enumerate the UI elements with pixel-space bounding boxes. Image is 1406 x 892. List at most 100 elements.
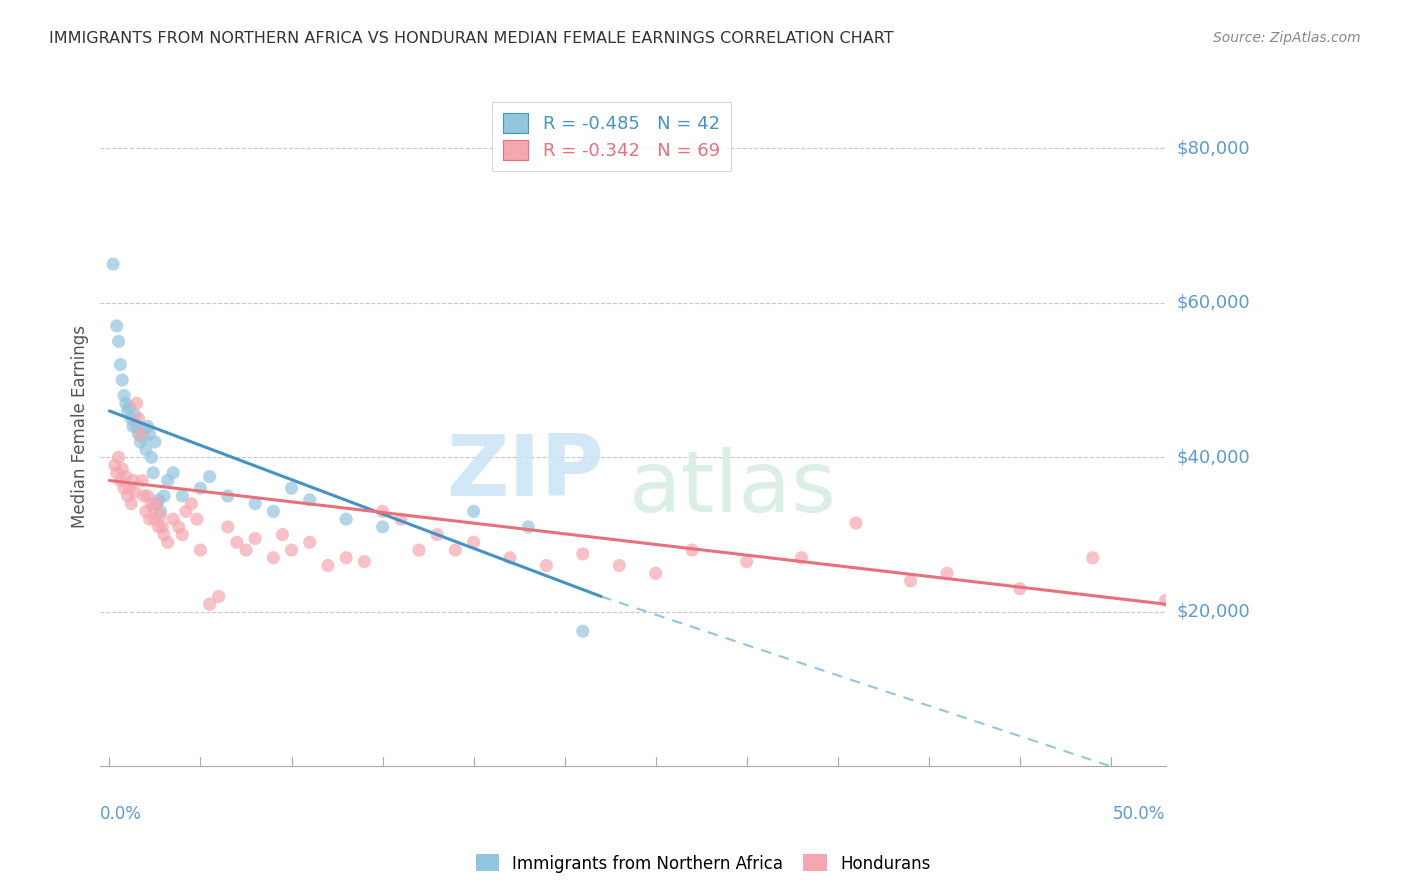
Point [180,497,202,511]
Y-axis label: Median Female Earnings: Median Female Earnings [72,325,89,528]
Point [122,474,145,488]
Point [607,558,630,573]
Point [110,358,132,372]
Point [262,504,284,518]
Point [124,485,146,500]
Point [149,504,172,518]
Point [1154,593,1177,607]
Point [112,481,135,495]
Text: $80,000: $80,000 [1177,139,1250,157]
Point [117,489,139,503]
Point [353,555,375,569]
Point [129,434,152,449]
Point [186,512,208,526]
Point [426,527,449,541]
Point [148,520,170,534]
Point [104,458,127,472]
Point [790,550,813,565]
Point [141,497,163,511]
Point [115,396,138,410]
Point [226,535,249,549]
Point [172,527,194,541]
Point [135,504,157,518]
Point [371,520,394,534]
Point [644,566,666,581]
Text: $40,000: $40,000 [1177,449,1250,467]
Point [118,481,141,495]
Point [172,489,194,503]
Point [135,442,157,457]
Point [110,474,132,488]
Point [146,497,169,511]
Point [499,550,522,565]
Point [335,550,357,565]
Point [167,520,190,534]
Text: IMMIGRANTS FROM NORTHERN AFRICA VS HONDURAN MEDIAN FEMALE EARNINGS CORRELATION C: IMMIGRANTS FROM NORTHERN AFRICA VS HONDU… [49,31,894,46]
Point [148,492,170,507]
Legend: Immigrants from Northern Africa, Hondurans: Immigrants from Northern Africa, Hondura… [470,847,936,880]
Text: 0.0%: 0.0% [100,805,142,823]
Point [280,543,302,558]
Point [156,474,179,488]
Point [735,555,758,569]
Point [681,543,703,558]
Point [118,400,141,414]
Point [146,497,169,511]
Point [271,527,294,541]
Point [153,527,176,541]
Text: ZIP: ZIP [446,431,605,515]
Point [572,624,595,639]
Point [517,520,540,534]
Point [136,489,159,503]
Point [235,543,257,558]
Point [105,318,128,333]
Point [1081,550,1104,565]
Point [316,558,339,573]
Point [105,466,128,480]
Text: 50.0%: 50.0% [1114,805,1166,823]
Point [389,512,412,526]
Point [153,489,176,503]
Point [112,388,135,402]
Point [131,423,153,437]
Point [217,520,239,534]
Point [371,504,394,518]
Point [845,516,868,530]
Point [115,469,138,483]
Point [572,547,595,561]
Point [124,408,146,422]
Point [101,257,124,271]
Point [1008,582,1031,596]
Point [936,566,959,581]
Point [107,334,129,349]
Point [132,431,155,445]
Point [262,550,284,565]
Point [132,489,155,503]
Point [335,512,357,526]
Point [190,481,212,495]
Point [142,500,165,515]
Point [208,590,231,604]
Point [463,504,485,518]
Point [131,474,153,488]
Point [142,466,165,480]
Point [198,597,221,611]
Point [174,504,197,518]
Point [190,543,212,558]
Point [243,532,266,546]
Point [128,427,150,442]
Point [122,419,145,434]
Point [298,492,321,507]
Text: atlas: atlas [628,447,837,530]
Point [150,520,173,534]
Point [138,512,160,526]
Point [280,481,302,495]
Point [243,497,266,511]
Point [143,434,166,449]
Legend: R = -0.485   N = 42, R = -0.342   N = 69: R = -0.485 N = 42, R = -0.342 N = 69 [492,103,731,171]
Point [463,535,485,549]
Point [162,512,184,526]
Point [125,396,148,410]
Point [111,373,134,387]
Text: $60,000: $60,000 [1177,293,1250,311]
